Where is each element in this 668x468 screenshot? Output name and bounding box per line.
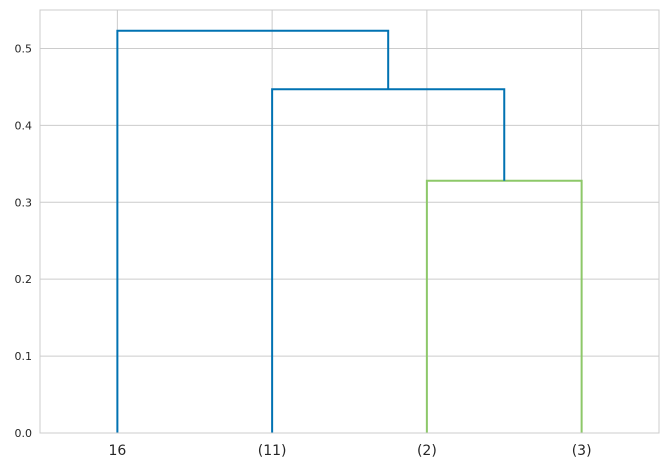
y-axis-ticks: 0.0 0.1 0.2 0.3 0.4 0.5: [15, 42, 33, 440]
x-tick-label: (11): [258, 443, 287, 459]
y-tick-label: 0.0: [15, 427, 33, 440]
plot-frame: [39, 9, 660, 434]
x-tick-label: (3): [572, 443, 592, 459]
y-tick-label: 0.1: [15, 350, 33, 363]
y-tick-label: 0.5: [15, 42, 33, 55]
grid-lines: [40, 10, 659, 434]
dendrogram-link: [425, 179, 583, 433]
y-tick-label: 0.4: [15, 119, 33, 132]
dendrogram-link: [271, 88, 506, 433]
x-tick-label: (2): [417, 443, 437, 459]
y-tick-label: 0.2: [15, 273, 33, 286]
dendrogram-links: [116, 29, 583, 433]
dendrogram-link: [116, 29, 390, 433]
x-tick-label: 16: [108, 443, 126, 459]
x-axis-ticks: 16 (11) (2) (3): [108, 443, 591, 459]
y-tick-label: 0.3: [15, 196, 33, 209]
